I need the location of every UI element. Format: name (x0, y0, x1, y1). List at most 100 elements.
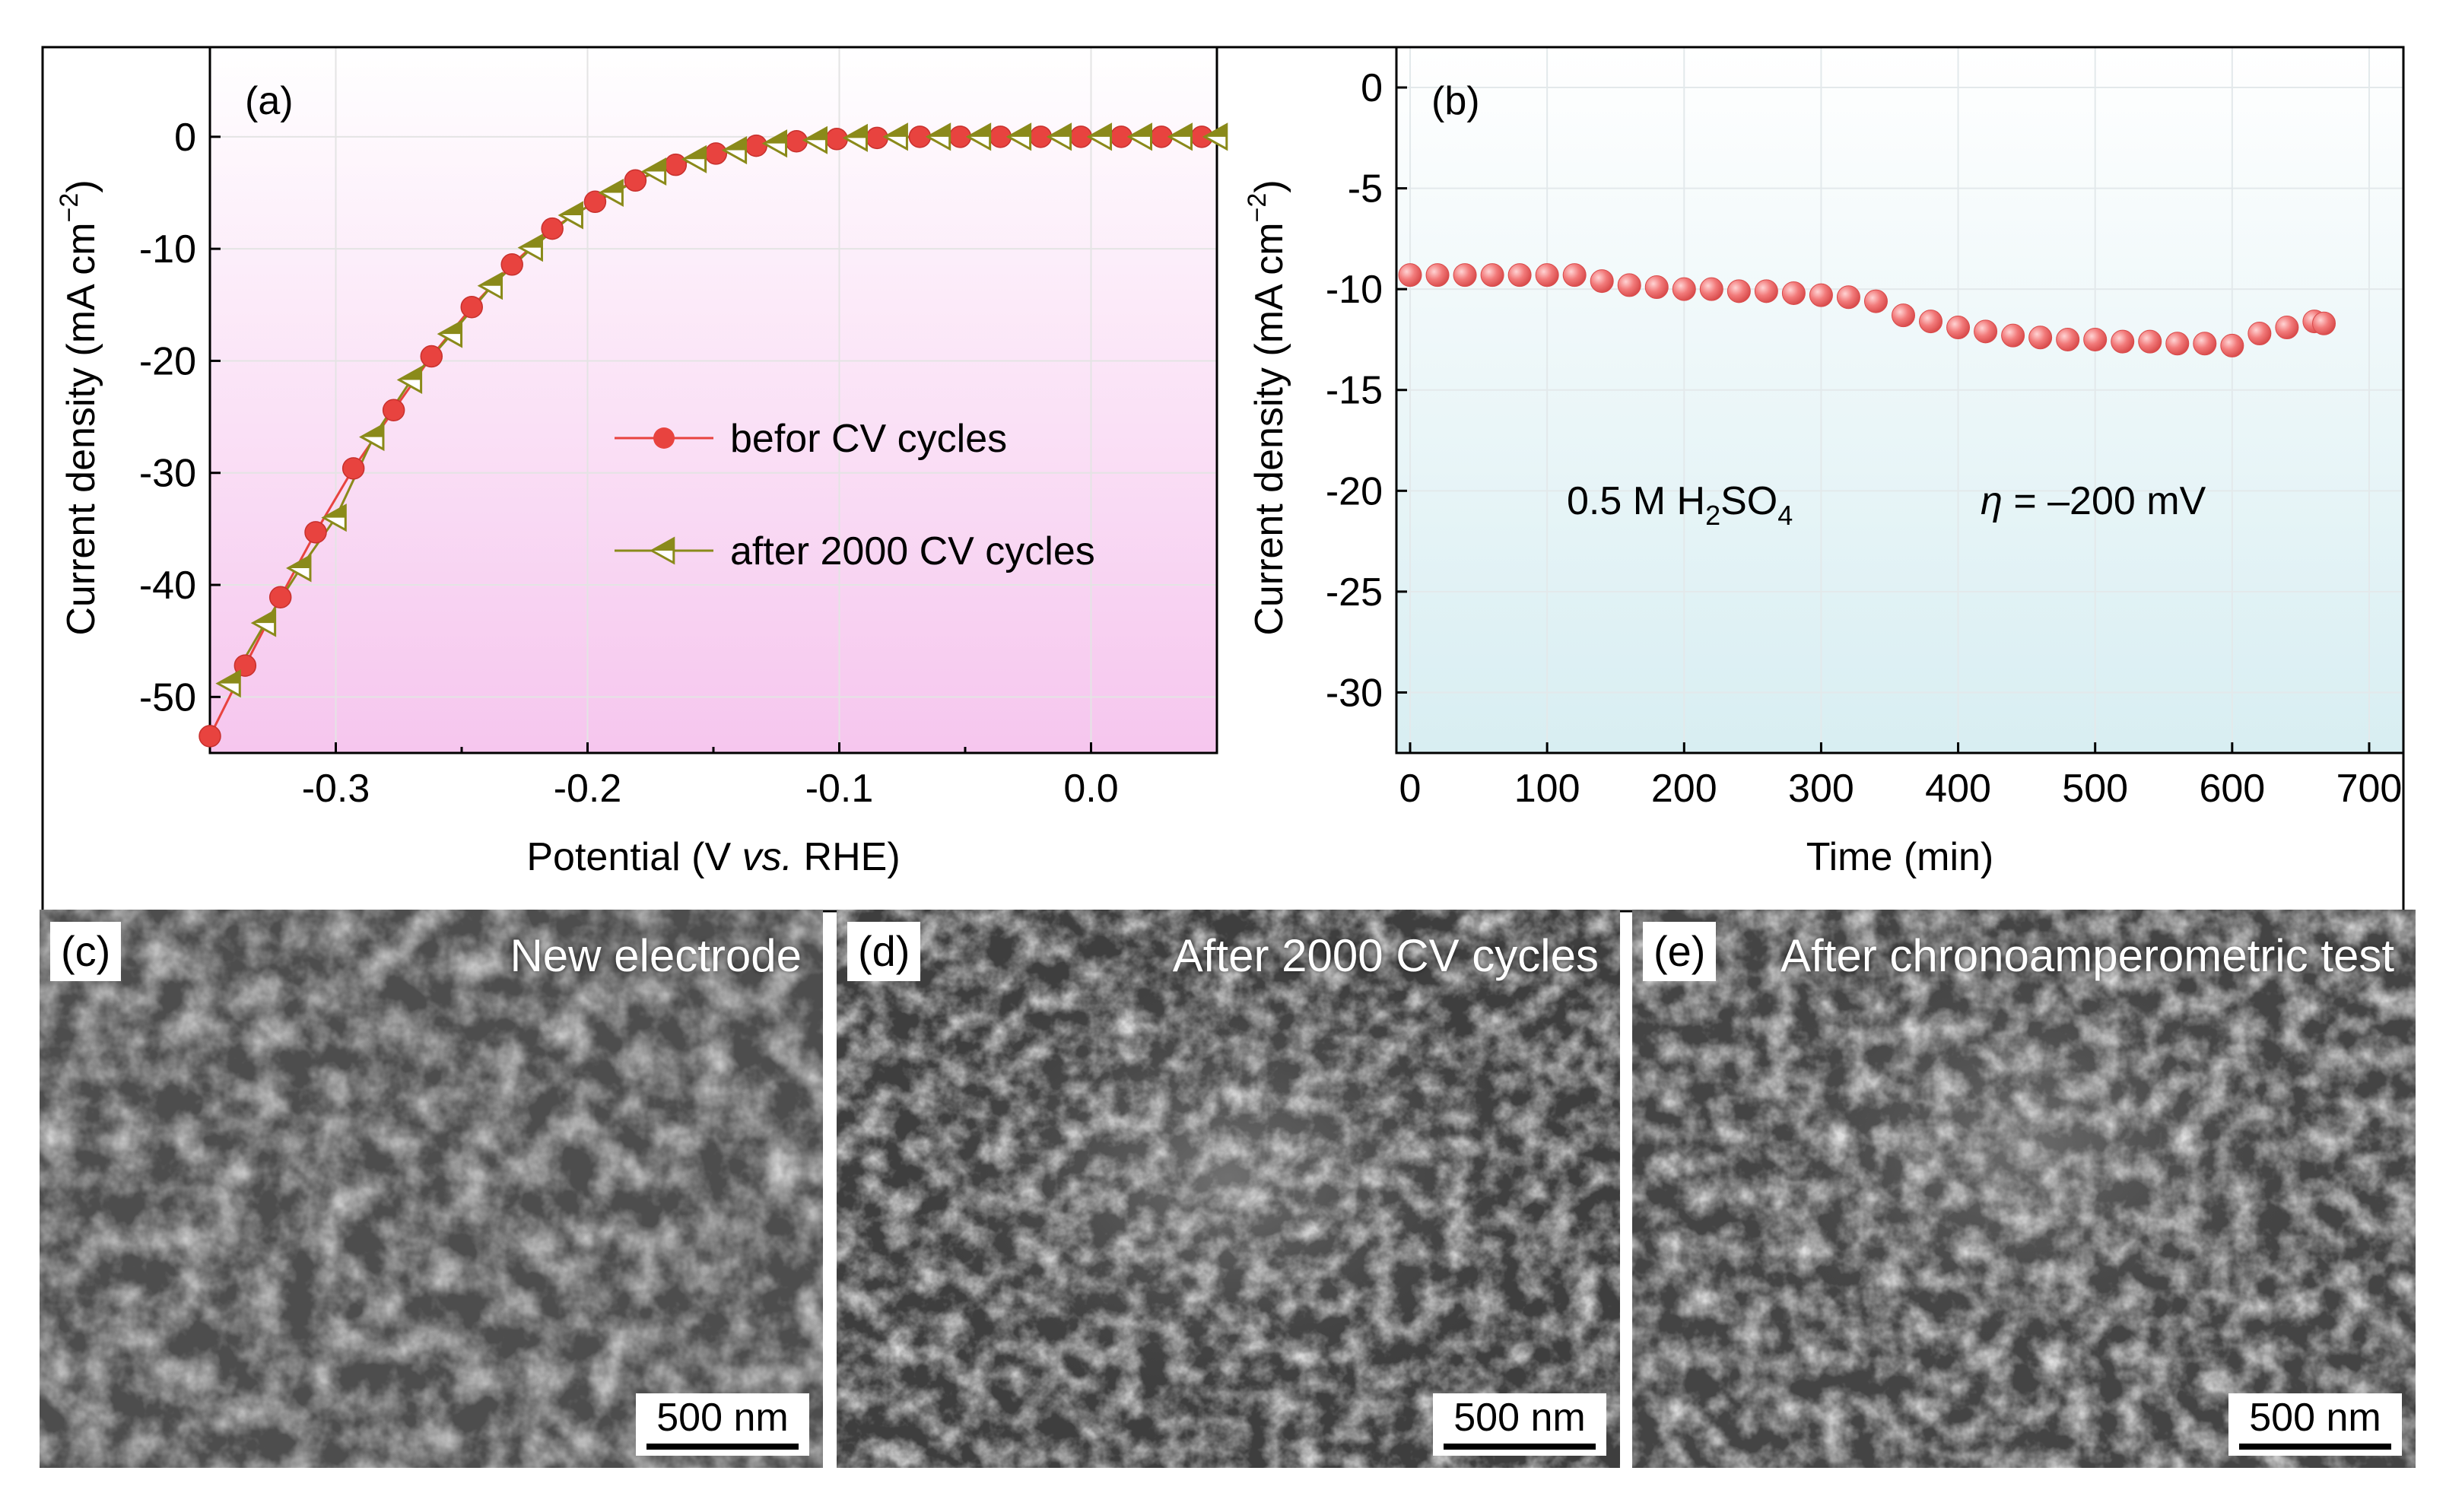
b-series-point-29 (2193, 332, 2217, 356)
b-xtick-label-6: 600 (2199, 767, 2265, 811)
b-series-point-7 (1590, 269, 1614, 294)
scale-label-d: 500 nm (1453, 1396, 1586, 1440)
b-series-point-34 (2312, 311, 2336, 335)
b-series-point-17 (1863, 289, 1888, 313)
a-series2-point-fill-6 (439, 322, 462, 335)
b-ytick-label-5: -25 (1326, 570, 1383, 615)
a-series2-point-fill-11 (643, 159, 666, 172)
a-series1-point-13 (704, 142, 728, 165)
a-series2-point-fill-21 (1048, 124, 1071, 137)
sem-panel-c: (c) New electrode 500 nm (40, 910, 823, 1468)
b-series-point-26 (2111, 329, 2135, 354)
b-series-point-23 (2028, 326, 2053, 350)
b-xtick-label-2: 200 (1651, 767, 1717, 811)
b-ytick-label-4: -20 (1326, 469, 1383, 513)
b-series-point-0 (1398, 263, 1422, 287)
a-series2-point-fill-5 (399, 367, 421, 380)
a-series2-point-fill-8 (519, 235, 542, 248)
a-series1-point-7 (460, 295, 483, 319)
sem-tag-d: (d) (847, 922, 921, 981)
a-legend-label-1: befor CV cycles (730, 417, 1007, 461)
b-series-point-10 (1672, 277, 1696, 301)
a-series1-point-9 (541, 217, 564, 240)
a-series1-point-17 (866, 126, 888, 150)
b-series-point-32 (2275, 316, 2299, 340)
a-ytick-label-2: -20 (139, 339, 196, 383)
b-series-point-14 (1781, 281, 1806, 305)
panel-a-chart: -0.3 -0.2 -0.1 0.0 0 -10 -20 -30 -40 -50 Potential… (55, 46, 1228, 879)
sem-panel-e: (e) After chronoamperometric test 500 nm (1632, 910, 2416, 1468)
a-series1-point-6 (420, 345, 443, 368)
sem-title-e: After chronoamperometric test (1780, 930, 2394, 981)
a-x-axis-label: Potential (V vs. RHE) (526, 835, 900, 879)
a-panel-label: (a) (245, 79, 294, 123)
b-series-point-28 (2165, 332, 2190, 356)
a-ytick-label-3: -30 (139, 452, 196, 496)
b-xtick-label-4: 400 (1925, 767, 1991, 811)
panel-b-chart: 0 100 200 300 400 500 600 700 0 -5 -10 -15 -20 -25 -30… (1243, 46, 2405, 879)
a-ytick-label-5: -50 (139, 675, 196, 719)
b-y-axis-label: Current density (mA cm−2) (1243, 179, 1291, 635)
b-series-point-31 (2247, 322, 2272, 346)
b-series-point-6 (1562, 263, 1587, 287)
b-series-point-25 (2083, 327, 2108, 351)
b-series-point-8 (1617, 273, 1641, 297)
a-series1-point-3 (304, 521, 327, 544)
b-ytick-label-1: -5 (1348, 167, 1383, 211)
a-series2-point-fill-12 (683, 147, 706, 160)
b-xtick-label-7: 700 (2336, 767, 2403, 811)
b-ytick-label-3: -15 (1326, 369, 1383, 413)
a-xtick-label-0: -0.3 (302, 767, 370, 811)
a-series2-point-fill-23 (1129, 124, 1152, 137)
a-series1-point-10 (583, 190, 607, 214)
scale-bar-d: 500 nm (1433, 1393, 1606, 1456)
a-series2-point-fill-14 (764, 131, 786, 144)
a-xtick-label-1: -0.2 (554, 767, 622, 811)
b-xtick-label-1: 100 (1514, 767, 1580, 811)
b-series-point-3 (1480, 263, 1504, 287)
sem-panel-d: (d) After 2000 CV cycles 500 nm (837, 910, 1620, 1468)
sem-image-d (837, 910, 1620, 1468)
b-series-point-12 (1726, 279, 1751, 303)
a-series1-point-14 (745, 134, 768, 157)
a-legend: befor CV cycles after 2000 CV cycles (615, 417, 1095, 573)
a-series1-point-12 (664, 153, 688, 176)
a-xtick-label-2: -0.1 (805, 767, 874, 811)
scale-bar-e: 500 nm (2228, 1393, 2402, 1456)
b-series-point-13 (1754, 279, 1778, 303)
panel-a-background (210, 47, 1217, 753)
b-xtick-label-3: 300 (1788, 767, 1854, 811)
a-series1-point-15 (785, 129, 808, 153)
b-series-point-2 (1453, 263, 1477, 287)
sem-tag-c: (c) (50, 922, 122, 981)
a-series2-point-fill-10 (600, 180, 623, 193)
b-ytick-label-0: 0 (1361, 66, 1383, 110)
sem-image-e (1632, 910, 2416, 1468)
a-legend-marker-1 (653, 427, 675, 449)
b-series-point-19 (1919, 310, 1943, 334)
b-xtick-label-5: 500 (2062, 767, 2128, 811)
scale-label-c: 500 nm (656, 1396, 789, 1440)
b-series-point-24 (2056, 327, 2080, 351)
b-series-point-1 (1425, 263, 1450, 287)
a-xtick-label-3: 0.0 (1063, 767, 1118, 811)
a-ytick-label-1: -10 (139, 227, 196, 272)
sem-image-c (40, 910, 823, 1468)
a-series2-point-fill-0 (218, 671, 240, 684)
panel-b-background (1396, 47, 2403, 753)
scale-bar-c: 500 nm (636, 1393, 809, 1456)
a-series2-point-fill-25 (1205, 124, 1227, 137)
b-ytick-label-6: -30 (1326, 671, 1383, 715)
b-series-point-9 (1644, 275, 1669, 300)
b-series-point-5 (1535, 263, 1559, 287)
a-series1-point-5 (382, 399, 405, 422)
b-series-point-21 (1974, 319, 1998, 344)
a-ytick-label-4: -40 (139, 564, 196, 608)
a-series2-point-fill-22 (1088, 124, 1111, 137)
b-series-point-11 (1699, 277, 1723, 301)
b-annotation-overpotential: η = –200 mV (1981, 479, 2206, 523)
a-series1-point-4 (341, 457, 365, 480)
a-series2-point-fill-9 (560, 202, 583, 215)
b-series-point-22 (2001, 323, 2025, 348)
